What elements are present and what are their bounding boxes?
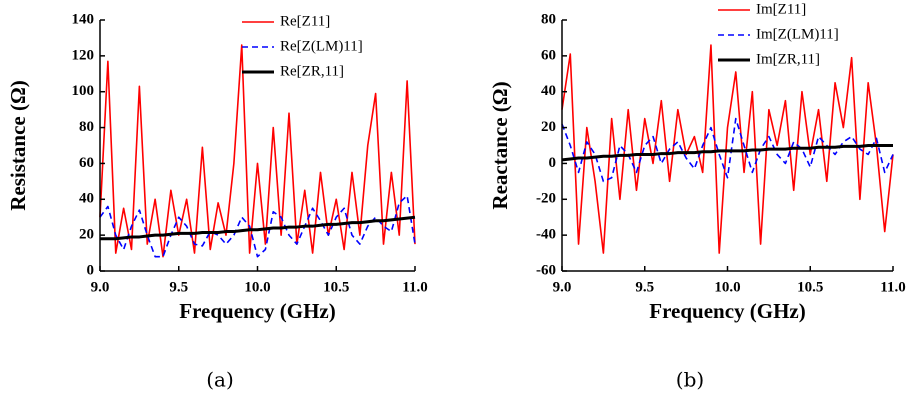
y-tick-label: 60	[79, 155, 94, 171]
y-tick-label: 40	[79, 191, 94, 207]
x-tick-label: 10.5	[797, 279, 823, 295]
series-line	[99, 194, 416, 258]
y-tick-label: 100	[72, 83, 95, 99]
chart: Re[Z11] Re[Z(LM)11] Re[ZR,11] 0 20 40 60 80 100 1…	[6, 11, 428, 391]
caption: (a)	[206, 368, 234, 392]
y-tick-label: 20	[541, 119, 556, 135]
y-tick-label: 40	[541, 83, 556, 99]
legend-label: Im[Z(LM)11]	[756, 26, 839, 42]
x-tick-label: 9.0	[91, 279, 110, 295]
legend-label: Re[Z11]	[280, 13, 330, 29]
series-line	[561, 44, 894, 254]
series-line	[100, 215, 416, 241]
x-tick-label: 9.5	[169, 279, 188, 295]
x-tick-label: 10.0	[244, 279, 270, 295]
y-tick-label: 80	[541, 11, 556, 27]
caption: (b)	[676, 368, 704, 392]
y-tick-label: -20	[536, 191, 556, 207]
y-tick-label: 140	[72, 11, 95, 27]
y-tick-label: -40	[536, 227, 556, 243]
y-tick-label: 20	[79, 227, 94, 243]
x-axis-label: Frequency (GHz)	[649, 299, 806, 323]
legend-label: Im[Z11]	[756, 1, 806, 17]
y-tick-label: 0	[87, 262, 95, 278]
x-tick-label: 9.0	[553, 279, 572, 295]
y-tick-label: -60	[536, 262, 556, 278]
legend-label: Re[Z(LM)11]	[280, 38, 363, 54]
y-tick-label: 60	[541, 47, 556, 63]
x-tick-label: 10.0	[714, 279, 740, 295]
y-axis-label: Resistance (Ω)	[6, 80, 30, 211]
y-axis-label: Reactance (Ω)	[488, 81, 512, 209]
x-tick-label: 10.5	[323, 279, 349, 295]
y-tick-label: 80	[79, 119, 94, 135]
series-line	[561, 117, 894, 183]
legend-label: Im[ZR,11]	[756, 51, 820, 67]
series-line	[99, 44, 416, 258]
legend-label: Re[ZR,11]	[280, 63, 344, 79]
x-axis-label: Frequency (GHz)	[179, 299, 336, 323]
y-tick-label: 0	[549, 155, 557, 171]
chart: Im[Z11] Im[Z(LM)11] Im[ZR,11] -60 -40 -20 0 20 4…	[488, 1, 906, 391]
x-tick-label: 11.0	[402, 279, 427, 295]
x-tick-label: 11.0	[880, 279, 905, 295]
y-tick-label: 120	[72, 47, 95, 63]
series-line	[561, 144, 893, 162]
x-tick-label: 9.5	[635, 279, 654, 295]
